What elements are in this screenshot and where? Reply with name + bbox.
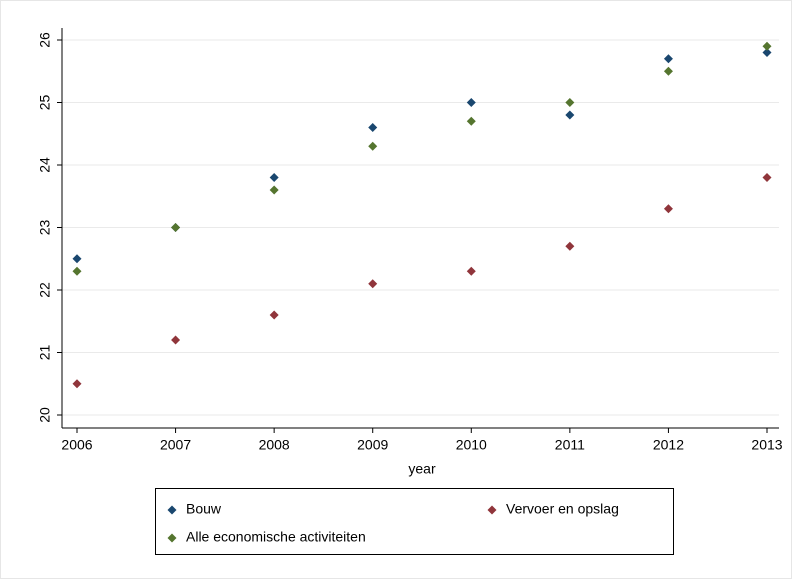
- legend-marker: [487, 505, 497, 515]
- point: [466, 116, 476, 126]
- x-tick-label: 2007: [160, 437, 191, 453]
- point: [565, 241, 575, 251]
- point: [663, 66, 673, 76]
- legend-label: Bouw: [186, 501, 222, 517]
- point: [466, 266, 476, 276]
- point: [663, 204, 673, 214]
- x-tick-label: 2006: [61, 437, 92, 453]
- legend-marker: [167, 533, 177, 543]
- legend-label: Alle economische activiteiten: [186, 529, 366, 545]
- legend-marker: [167, 505, 177, 515]
- point: [269, 310, 279, 320]
- y-tick-label: 21: [37, 345, 53, 361]
- point: [565, 98, 575, 107]
- point: [466, 98, 476, 107]
- point: [171, 223, 181, 232]
- y-tick-label: 22: [37, 282, 53, 298]
- x-tick-label: 2011: [555, 437, 585, 453]
- x-axis-label: year: [408, 461, 436, 477]
- point: [72, 379, 82, 389]
- x-tick-label: 2010: [456, 437, 487, 453]
- point: [72, 254, 82, 264]
- legend-label: Vervoer en opslag: [506, 501, 619, 517]
- point: [269, 185, 279, 195]
- x-tick-label: 2008: [259, 437, 290, 453]
- y-tick-label: 26: [37, 32, 53, 48]
- point: [663, 54, 673, 64]
- legend-box: [155, 488, 674, 555]
- point: [762, 173, 772, 182]
- x-tick-label: 2009: [357, 437, 388, 453]
- point: [72, 266, 82, 276]
- y-tick-label: 20: [37, 407, 53, 423]
- point: [171, 335, 181, 345]
- point: [762, 48, 772, 57]
- point: [762, 41, 772, 51]
- y-tick-label: 25: [37, 95, 53, 111]
- point: [269, 173, 279, 182]
- x-tick-label: 2012: [653, 437, 684, 453]
- x-tick-label: 2013: [751, 437, 782, 453]
- point: [368, 141, 378, 151]
- point: [565, 110, 575, 120]
- point: [368, 279, 378, 289]
- y-tick-label: 23: [37, 220, 53, 236]
- y-tick-label: 24: [37, 157, 53, 173]
- point: [368, 123, 378, 132]
